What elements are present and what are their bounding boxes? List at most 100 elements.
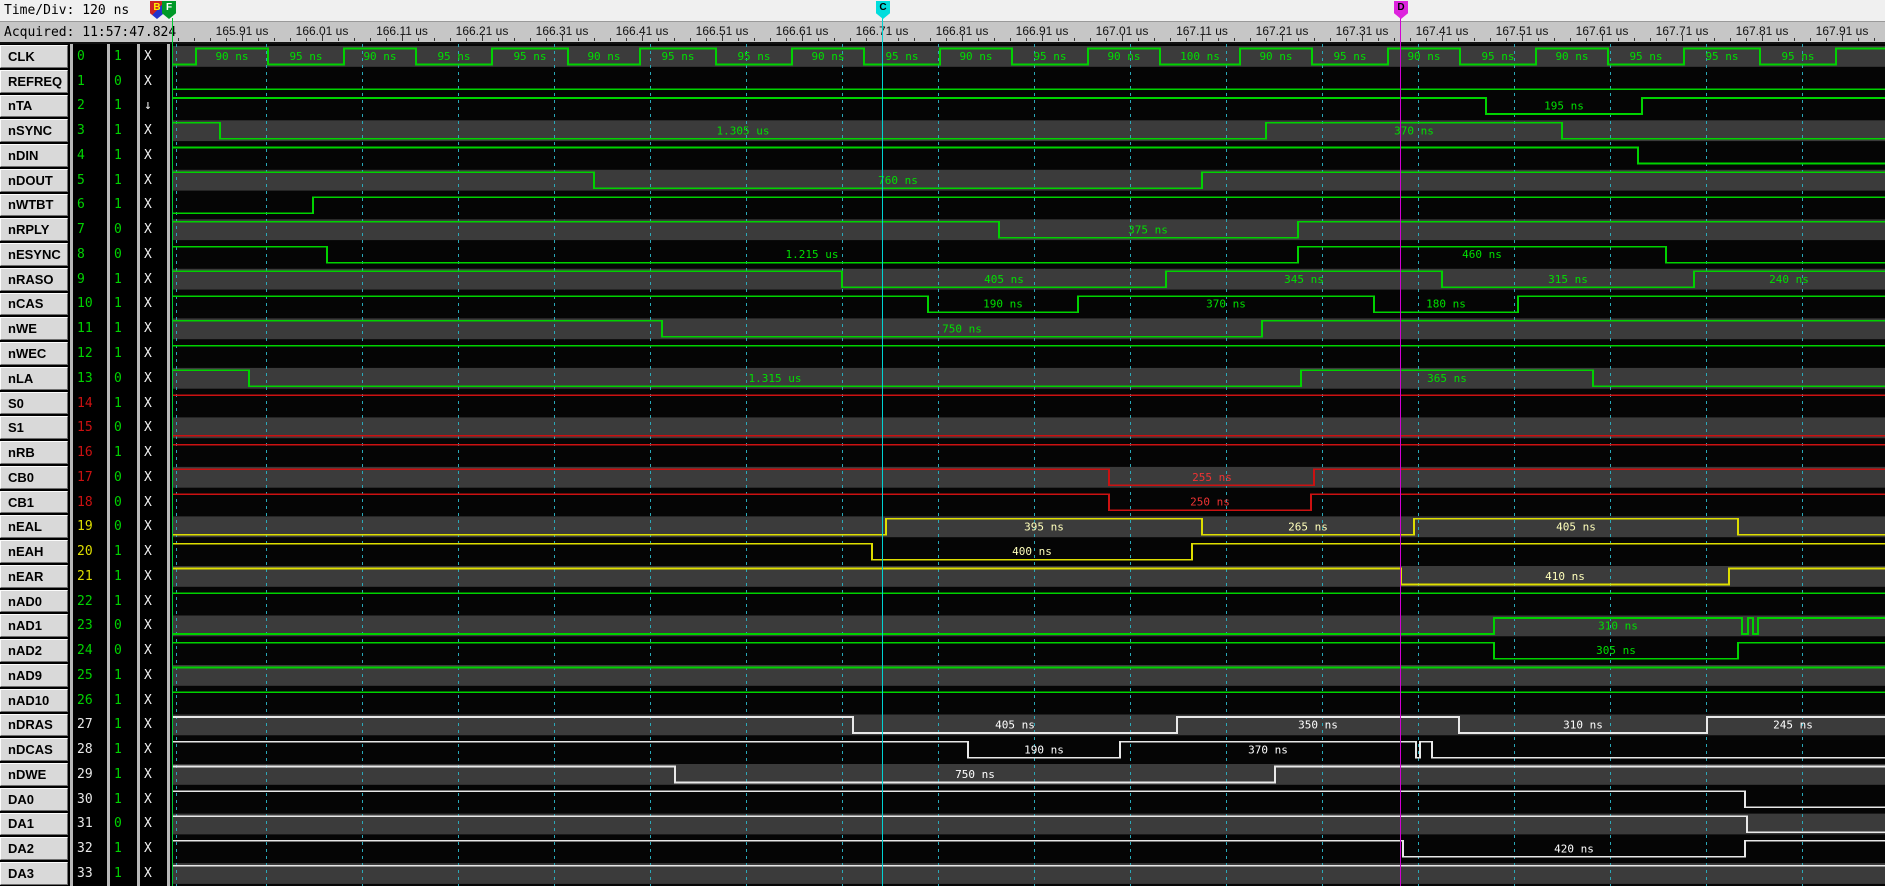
signal-row-nWTBT[interactable]: nWTBT 6 1 X bbox=[0, 193, 172, 218]
marker-line-D[interactable] bbox=[1400, 18, 1401, 886]
signal-row-nESYNC[interactable]: nESYNC 8 0 X bbox=[0, 242, 172, 267]
signal-edge-any-icon[interactable]: X bbox=[144, 172, 152, 188]
signal-row-nLA[interactable]: nLA 13 0 X bbox=[0, 366, 172, 391]
signal-name[interactable]: CLK bbox=[0, 45, 68, 68]
signal-row-nRB[interactable]: nRB 16 1 X bbox=[0, 440, 172, 465]
signal-row-nEAL[interactable]: nEAL 19 0 X bbox=[0, 514, 172, 539]
signal-row-S0[interactable]: S0 14 1 X bbox=[0, 391, 172, 416]
signal-name[interactable]: nAD1 bbox=[0, 614, 68, 638]
signal-row-S1[interactable]: S1 15 0 X bbox=[0, 415, 172, 440]
signal-row-DA0[interactable]: DA0 30 1 X bbox=[0, 787, 172, 812]
signal-row-nDWE[interactable]: nDWE 29 1 X bbox=[0, 762, 172, 787]
trace-nWE[interactable] bbox=[172, 320, 1885, 338]
trace-CB1[interactable] bbox=[172, 493, 1885, 511]
signal-name[interactable]: nEAR bbox=[0, 564, 68, 588]
signal-edge-any-icon[interactable]: X bbox=[144, 345, 152, 361]
signal-edge-any-icon[interactable]: X bbox=[144, 420, 152, 436]
signal-edge-any-icon[interactable]: X bbox=[144, 717, 152, 733]
trace-nDIN[interactable] bbox=[172, 146, 1885, 165]
marker-flag-B[interactable]: B bbox=[150, 1, 164, 19]
signal-row-nTA[interactable]: nTA 2 1 ↓ bbox=[0, 94, 172, 119]
signal-row-nEAR[interactable]: nEAR 21 1 X bbox=[0, 564, 172, 589]
signal-row-nAD2[interactable]: nAD2 24 0 X bbox=[0, 638, 172, 663]
signal-name[interactable]: nDWE bbox=[0, 763, 68, 786]
signal-row-nAD0[interactable]: nAD0 22 1 X bbox=[0, 589, 172, 614]
signal-name[interactable]: nWTBT bbox=[0, 193, 68, 217]
signal-name[interactable]: DA0 bbox=[0, 787, 68, 811]
marker-line-F[interactable] bbox=[172, 18, 173, 886]
trace-nAD1[interactable] bbox=[172, 617, 1885, 635]
signal-name[interactable]: nDRAS bbox=[0, 713, 68, 737]
signal-row-nAD10[interactable]: nAD10 26 1 X bbox=[0, 688, 172, 713]
trace-DA1[interactable] bbox=[172, 815, 1885, 833]
signal-edge-falling-icon[interactable]: ↓ bbox=[144, 98, 152, 114]
signal-name[interactable]: nAD0 bbox=[0, 589, 68, 613]
signal-edge-any-icon[interactable]: X bbox=[144, 593, 152, 609]
signal-edge-any-icon[interactable]: X bbox=[144, 197, 152, 213]
signal-edge-any-icon[interactable]: X bbox=[144, 48, 152, 64]
signal-name[interactable]: REFREQ bbox=[0, 69, 68, 93]
signal-edge-any-icon[interactable]: X bbox=[144, 395, 152, 411]
signal-row-DA1[interactable]: DA1 31 0 X bbox=[0, 812, 172, 837]
signal-row-CB0[interactable]: CB0 17 0 X bbox=[0, 465, 172, 490]
signal-name[interactable]: nDOUT bbox=[0, 168, 68, 192]
trace-nLA[interactable] bbox=[172, 369, 1885, 388]
signal-name[interactable]: nWEC bbox=[0, 342, 68, 365]
signal-name[interactable]: nDIN bbox=[0, 144, 68, 167]
signal-row-nWEC[interactable]: nWEC 12 1 X bbox=[0, 341, 172, 366]
signal-edge-any-icon[interactable]: X bbox=[144, 667, 152, 683]
signal-edge-any-icon[interactable]: X bbox=[144, 73, 152, 89]
signal-row-nSYNC[interactable]: nSYNC 3 1 X bbox=[0, 118, 172, 143]
signal-name[interactable]: DA2 bbox=[0, 837, 68, 861]
trace-nWTBT[interactable] bbox=[172, 196, 1885, 214]
signal-name[interactable]: nCAS bbox=[0, 292, 68, 316]
signal-name[interactable]: nWE bbox=[0, 317, 68, 341]
trace-nDRAS[interactable] bbox=[172, 716, 1885, 734]
signal-edge-any-icon[interactable]: X bbox=[144, 791, 152, 807]
signal-name[interactable]: nAD9 bbox=[0, 664, 68, 687]
signal-name[interactable]: nEAL bbox=[0, 515, 68, 539]
signal-row-DA2[interactable]: DA2 32 1 X bbox=[0, 836, 172, 861]
signal-name[interactable]: nDCAS bbox=[0, 738, 68, 762]
signal-edge-any-icon[interactable]: X bbox=[144, 147, 152, 163]
signal-edge-any-icon[interactable]: X bbox=[144, 544, 152, 560]
trace-nESYNC[interactable] bbox=[172, 245, 1885, 264]
signal-edge-any-icon[interactable]: X bbox=[144, 321, 152, 337]
signal-row-nWE[interactable]: nWE 11 1 X bbox=[0, 316, 172, 341]
signal-edge-any-icon[interactable]: X bbox=[144, 469, 152, 485]
trace-nDCAS[interactable] bbox=[172, 740, 1885, 759]
signal-name[interactable]: S1 bbox=[0, 416, 68, 440]
trace-nEAH[interactable] bbox=[172, 542, 1885, 561]
signal-edge-any-icon[interactable]: X bbox=[144, 123, 152, 139]
signal-edge-any-icon[interactable]: X bbox=[144, 519, 152, 535]
signal-name[interactable]: DA3 bbox=[0, 862, 68, 885]
trace-nAD2[interactable] bbox=[172, 641, 1885, 660]
trace-nDOUT[interactable] bbox=[172, 171, 1885, 190]
signal-name[interactable]: nAD2 bbox=[0, 639, 68, 662]
signal-edge-any-icon[interactable]: X bbox=[144, 618, 152, 634]
marker-flag-C[interactable]: C bbox=[876, 1, 890, 19]
timeline-ruler[interactable]: Acquired: 11:57:47.824 165.91 us 166.01 u… bbox=[0, 22, 1885, 44]
trace-nDWE[interactable] bbox=[172, 765, 1885, 784]
marker-line-C[interactable] bbox=[882, 18, 883, 886]
waveform-plot[interactable]: 90 ns 95 ns 90 ns 95 ns 95 ns 90 ns 95 ns 95 ns… bbox=[172, 44, 1885, 886]
signal-edge-any-icon[interactable]: X bbox=[144, 865, 152, 881]
signal-row-nAD9[interactable]: nAD9 25 1 X bbox=[0, 663, 172, 688]
signal-name[interactable]: nEAH bbox=[0, 540, 68, 563]
signal-edge-any-icon[interactable]: X bbox=[144, 271, 152, 287]
signal-name[interactable]: nESYNC bbox=[0, 243, 68, 266]
signal-row-nAD1[interactable]: nAD1 23 0 X bbox=[0, 613, 172, 638]
signal-row-nDRAS[interactable]: nDRAS 27 1 X bbox=[0, 713, 172, 738]
signal-name[interactable]: DA1 bbox=[0, 812, 68, 836]
trace-nSYNC[interactable] bbox=[172, 121, 1885, 140]
marker-flag-D[interactable]: D bbox=[1394, 1, 1408, 19]
trace-nRASO[interactable] bbox=[172, 270, 1885, 289]
signal-name[interactable]: S0 bbox=[0, 391, 68, 415]
signal-edge-any-icon[interactable]: X bbox=[144, 816, 152, 832]
signal-edge-any-icon[interactable]: X bbox=[144, 742, 152, 758]
signal-edge-any-icon[interactable]: X bbox=[144, 494, 152, 510]
signal-name[interactable]: nRASO bbox=[0, 267, 68, 291]
signal-edge-any-icon[interactable]: X bbox=[144, 643, 152, 659]
signal-row-nEAH[interactable]: nEAH 20 1 X bbox=[0, 539, 172, 564]
trace-nEAR[interactable] bbox=[172, 567, 1885, 586]
